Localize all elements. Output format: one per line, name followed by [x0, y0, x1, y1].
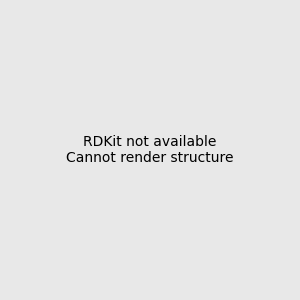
Text: RDKit not available
Cannot render structure: RDKit not available Cannot render struct… [66, 135, 234, 165]
